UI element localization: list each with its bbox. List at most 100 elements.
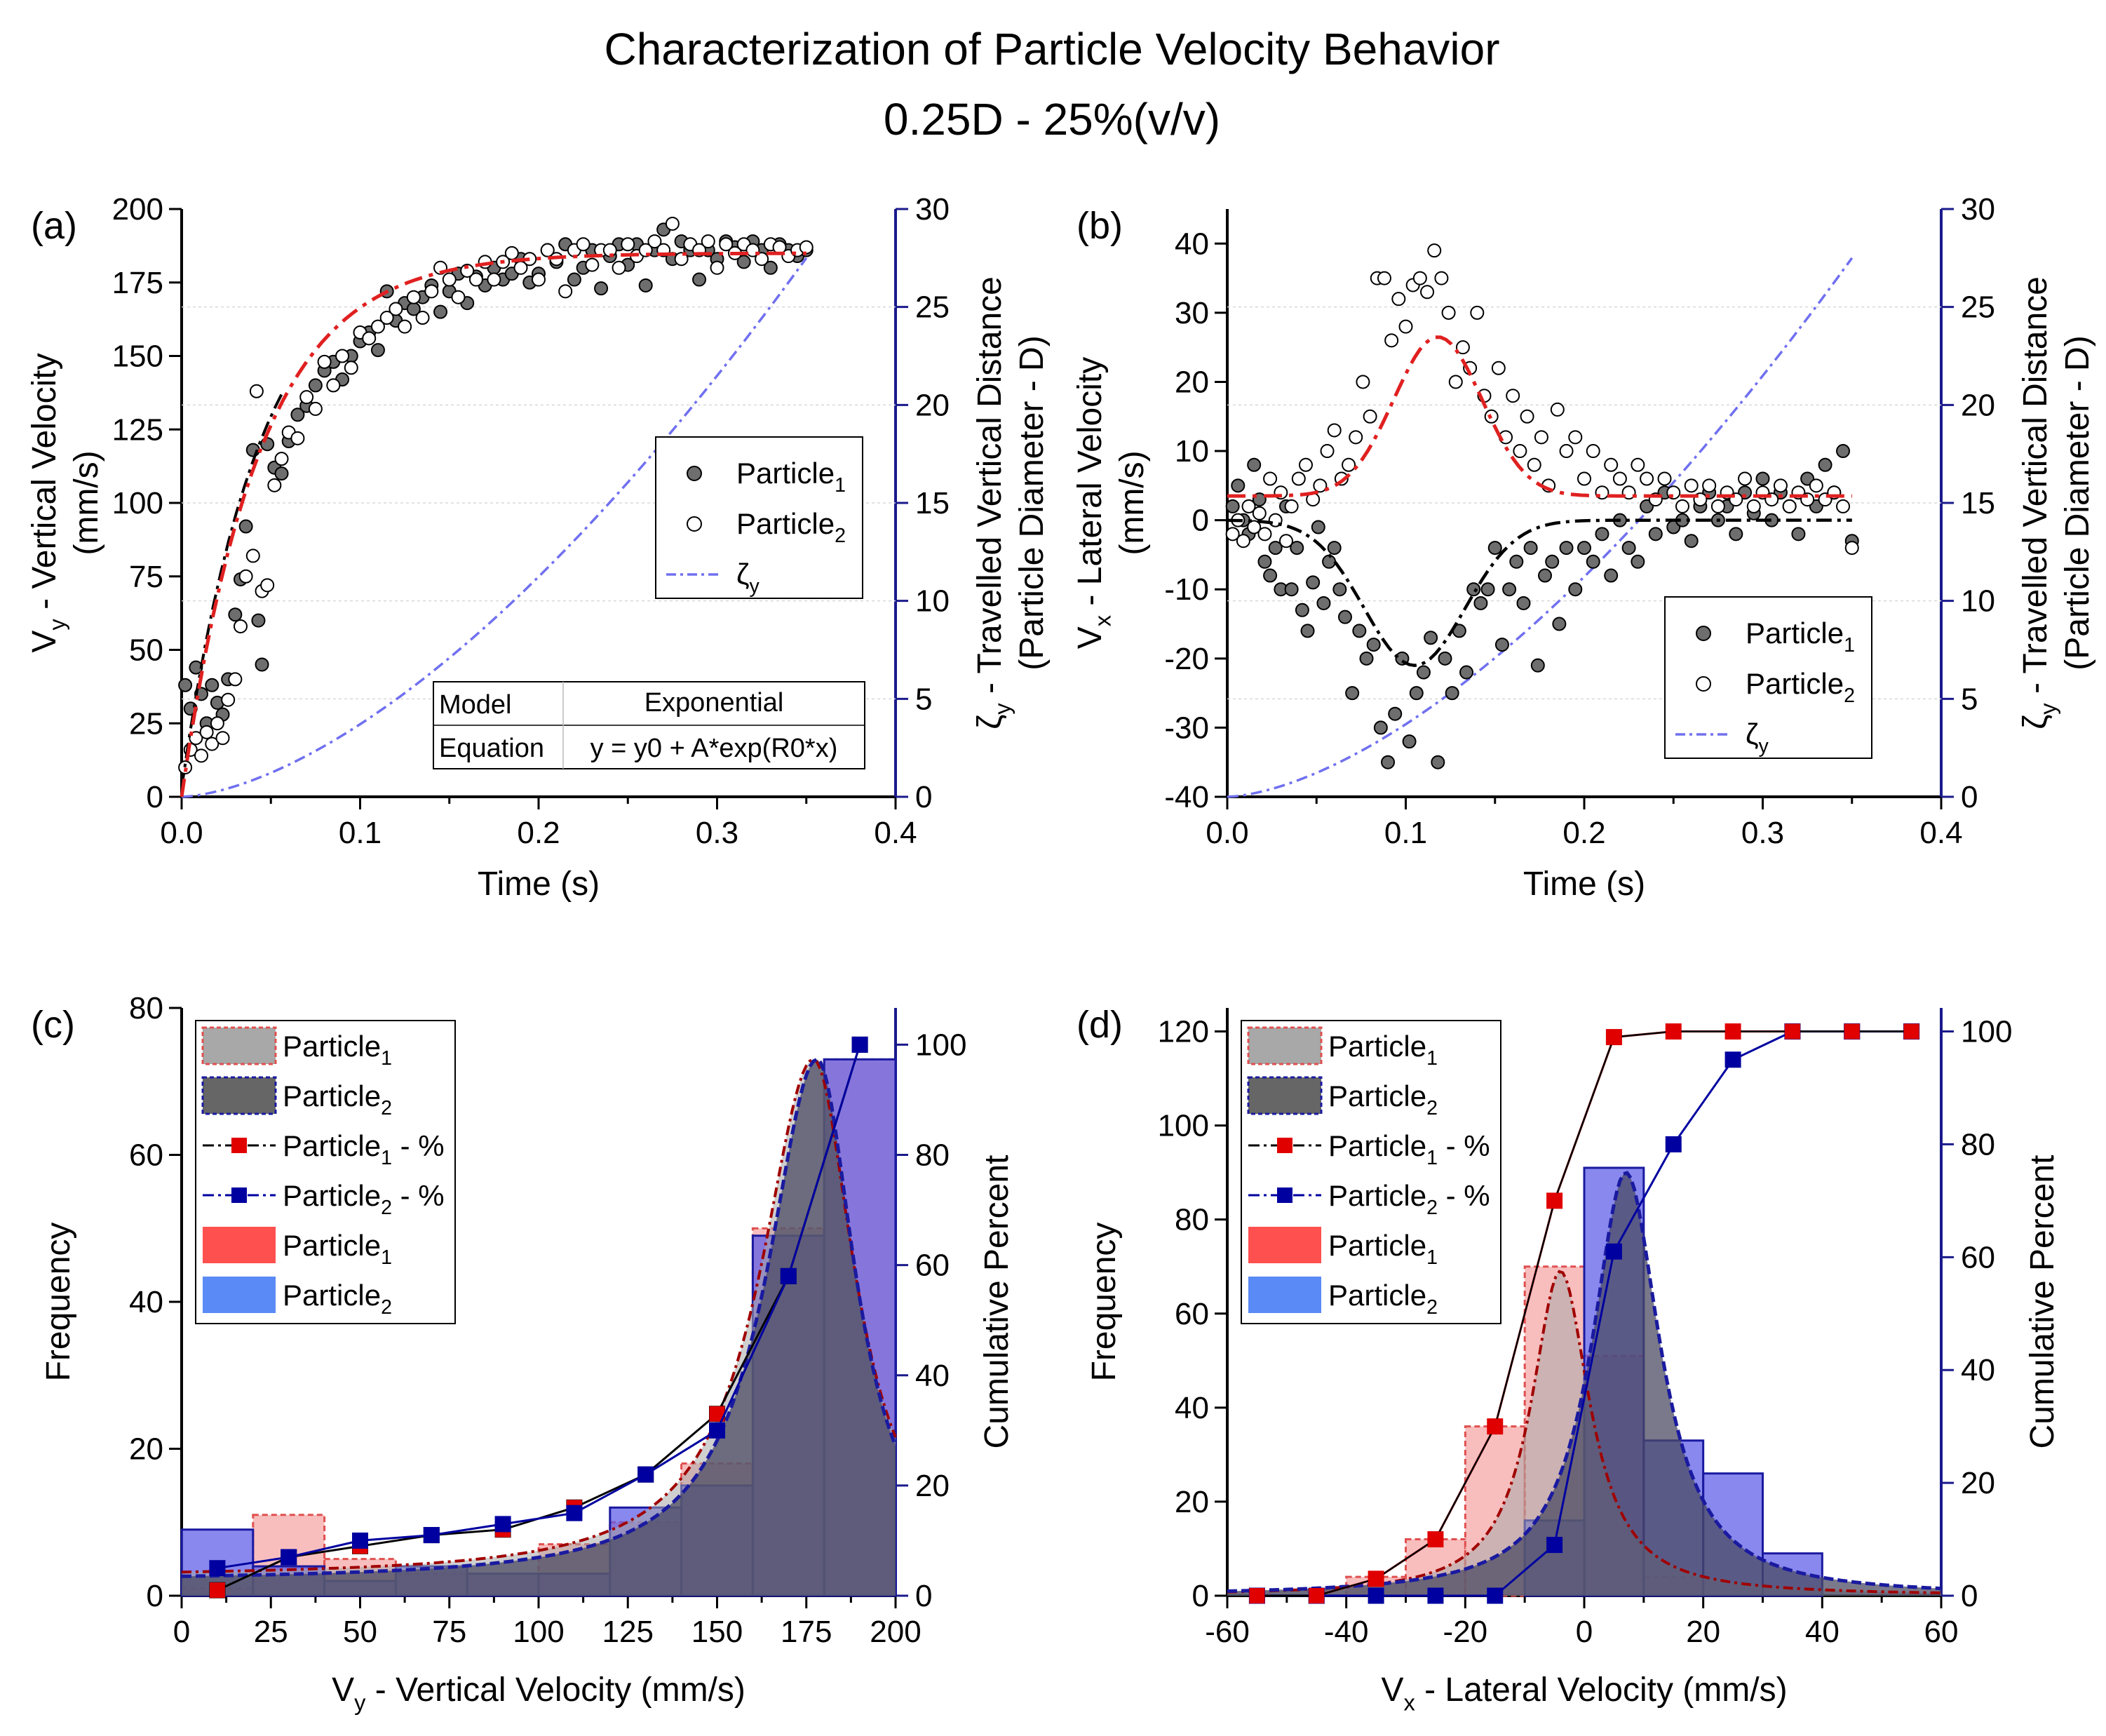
p2-point <box>1241 499 1256 513</box>
p2-point <box>238 569 253 584</box>
p2-point <box>1349 430 1363 445</box>
x-tick-label: 0.1 <box>339 816 382 850</box>
p2-point <box>576 237 590 252</box>
y2-tick-label: 20 <box>915 1469 950 1503</box>
p1-point <box>638 278 653 292</box>
cum-p1-marker-top <box>1249 1588 1265 1603</box>
p2-point <box>1327 423 1342 438</box>
legend-hist-p1-swatch <box>1248 1227 1321 1263</box>
p1-point <box>1306 575 1321 590</box>
x-tick-label: 0.3 <box>1741 816 1784 850</box>
p2-point <box>1684 478 1699 493</box>
x-tick-label: 0.4 <box>1919 816 1962 850</box>
cum-p1-marker-top <box>1309 1588 1325 1603</box>
legend-p2-label: Particle2 <box>736 507 846 547</box>
p1-point <box>1300 624 1315 638</box>
cum-p2-marker <box>566 1505 583 1521</box>
cum-p1-marker-top <box>1606 1029 1622 1045</box>
p2-point <box>1809 478 1823 493</box>
p2-point <box>389 302 403 316</box>
p1-point <box>1480 582 1495 597</box>
p1-point <box>255 657 269 672</box>
p2-point <box>755 252 769 267</box>
panel-a: 0.0 0.1 0.2 0.3 0.40255075100125150175200051… <box>26 192 1051 903</box>
legend-p2-label: Particle2 <box>1746 667 1855 707</box>
table-r1c2: Exponential <box>644 688 784 718</box>
x-tick-label: 0.2 <box>1562 816 1605 850</box>
y-tick-label: 20 <box>1175 365 1209 399</box>
p1-point <box>1438 651 1452 666</box>
p1-point <box>178 678 193 692</box>
legend-box <box>1241 1020 1501 1324</box>
cum-p2-marker <box>1724 1051 1741 1068</box>
p1-point <box>205 678 220 692</box>
p2-point <box>665 216 680 231</box>
y2-tick-label: 15 <box>915 486 950 520</box>
p1-point <box>1290 541 1304 556</box>
p2-point <box>1746 499 1761 513</box>
p2-point <box>1710 499 1725 513</box>
legend-hist-p2-label: Particle2 <box>283 1279 392 1319</box>
cum-p1-marker-top <box>1666 1023 1682 1039</box>
p2-point <box>1284 499 1299 513</box>
legend-box <box>195 1020 456 1324</box>
y2-tick-label: 10 <box>1961 584 1995 619</box>
p1-point <box>1836 444 1851 459</box>
p2-point <box>308 401 323 416</box>
p1-point <box>1311 520 1325 534</box>
table-r1c1: Model <box>439 690 512 720</box>
cum-p2-marker <box>1605 1243 1622 1260</box>
cum-p2-marker <box>1487 1587 1504 1604</box>
cum-p2-marker <box>494 1516 511 1533</box>
cum-p2-marker <box>209 1560 226 1577</box>
y-tick-label: 200 <box>112 192 163 227</box>
p2-point <box>1384 333 1399 348</box>
y2-tick-label: 40 <box>915 1359 950 1393</box>
p1-point <box>238 519 253 534</box>
p2-point <box>1621 485 1636 500</box>
y-tick-label: 0 <box>1192 504 1209 538</box>
legend-hist-p1-swatch <box>203 1227 276 1263</box>
y-axis-title-line2: (mm/s) <box>68 450 105 555</box>
legend-hist-p1-label: Particle1 <box>1328 1229 1438 1269</box>
zeta-curve <box>181 257 808 798</box>
p2-point <box>317 354 332 369</box>
x-tick-label: 75 <box>432 1615 466 1649</box>
p2-point <box>468 272 483 287</box>
p2-point <box>585 257 600 272</box>
y-axis-title: Vx - Lateral Velocity <box>1072 357 1115 650</box>
x-tick-label: 0.0 <box>160 816 203 850</box>
p2-point <box>532 272 546 287</box>
p1-point <box>1595 527 1609 541</box>
p2-point <box>199 725 214 739</box>
p2-point <box>1738 471 1753 486</box>
p1-point <box>1523 541 1538 556</box>
p2-point <box>1225 527 1240 541</box>
y-tick-label: 80 <box>1175 1203 1209 1237</box>
p1-point <box>1359 651 1374 666</box>
y-tick-label: -20 <box>1164 642 1209 676</box>
y-axis-title: Frequency <box>1086 1223 1123 1382</box>
p2-point <box>1455 340 1470 355</box>
cum-p2-marker <box>709 1422 725 1439</box>
p1-point <box>1409 686 1424 701</box>
p1-point <box>1604 568 1619 583</box>
cum-p1-marker-top <box>1784 1023 1800 1039</box>
x-tick-label: 40 <box>1805 1615 1840 1649</box>
p2-point <box>1257 527 1272 541</box>
zeta-curve <box>1227 257 1854 798</box>
cum-p2-marker <box>1427 1587 1444 1604</box>
p1-point <box>228 607 243 622</box>
legend: Particle1 Particle2 Particle1 - % Particle2… <box>195 1020 456 1324</box>
cum-p1-marker-top <box>1487 1418 1503 1434</box>
legend-cum-p1-swatch-marker <box>231 1138 247 1153</box>
p2-point <box>1836 499 1851 513</box>
p2-point <box>1773 478 1788 493</box>
p2-point <box>674 252 689 267</box>
y-tick-label: 40 <box>129 1285 163 1319</box>
p1-point <box>433 304 448 319</box>
p1-point <box>1445 686 1459 701</box>
p2-point <box>344 361 358 375</box>
legend-cum-p2-swatch-marker <box>231 1187 247 1203</box>
y-tick-label: 40 <box>1175 1391 1209 1425</box>
